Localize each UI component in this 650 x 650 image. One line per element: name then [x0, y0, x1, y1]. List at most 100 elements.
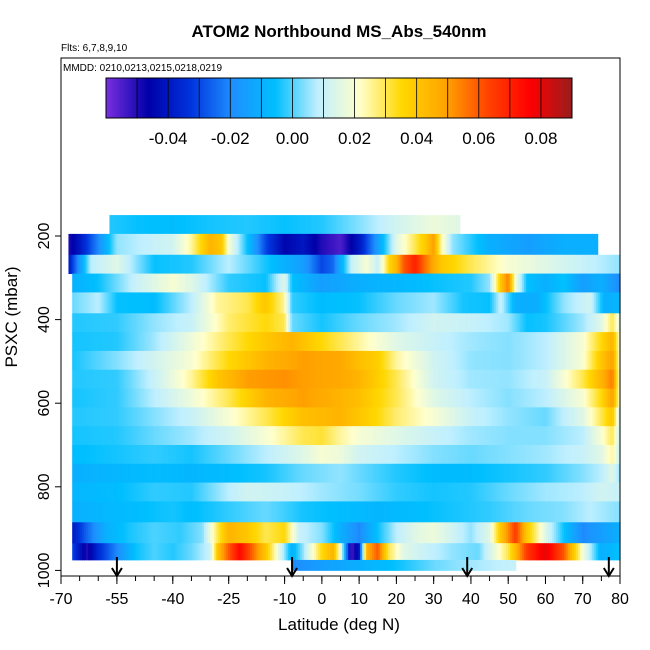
- heatmap-cell: [406, 292, 409, 314]
- heatmap-cell: [193, 215, 197, 235]
- heatmap-cell: [280, 313, 283, 333]
- heatmap-cell: [394, 313, 397, 333]
- heatmap-cell: [468, 273, 471, 293]
- heatmap-cell: [160, 482, 163, 502]
- heatmap-cell: [355, 215, 359, 235]
- heatmap-cell: [128, 350, 131, 371]
- heatmap-cell: [414, 543, 417, 561]
- heatmap-cell: [411, 215, 415, 235]
- heatmap-cell: [366, 445, 369, 465]
- heatmap-cell: [604, 254, 608, 275]
- heatmap-cell: [130, 273, 133, 293]
- heatmap-cell: [478, 445, 481, 465]
- heatmap-cell: [262, 350, 265, 371]
- heatmap-cell: [424, 313, 427, 333]
- heatmap-cell: [466, 445, 469, 465]
- heatmap-cell: [438, 522, 441, 544]
- heatmap-cell: [244, 388, 247, 408]
- heatmap-cell: [145, 215, 149, 235]
- heatmap-cell: [538, 332, 541, 352]
- heatmap-cell: [400, 388, 403, 408]
- heatmap-cell: [602, 332, 605, 352]
- heatmap-cell: [520, 273, 523, 293]
- heatmap-cell: [270, 292, 273, 314]
- heatmap-cell: [514, 445, 517, 465]
- heatmap-cell: [230, 292, 233, 314]
- heatmap-cell: [550, 350, 553, 371]
- heatmap-cell: [302, 388, 305, 408]
- heatmap-cell: [456, 559, 459, 571]
- heatmap-cell: [608, 407, 611, 427]
- heatmap-cell: [402, 254, 406, 275]
- heatmap-cell: [134, 233, 138, 256]
- heatmap-cell: [382, 426, 385, 446]
- heatmap-cell: [266, 501, 269, 523]
- heatmap-cell: [554, 407, 557, 427]
- heatmap-cell: [288, 350, 291, 371]
- heatmap-cell: [438, 407, 441, 427]
- heatmap-cell: [530, 273, 533, 293]
- heatmap-cell: [452, 332, 455, 352]
- heatmap-cell: [602, 522, 605, 544]
- heatmap-cell: [570, 369, 573, 389]
- heatmap-cell: [401, 215, 405, 235]
- heatmap-cell: [568, 332, 571, 352]
- heatmap-cell: [476, 501, 479, 523]
- heatmap-cell: [428, 482, 431, 502]
- heatmap-cell: [190, 233, 194, 256]
- heatmap-cell: [138, 463, 141, 484]
- heatmap-cell: [222, 463, 225, 484]
- heatmap-cell: [86, 313, 89, 333]
- heatmap-cell: [244, 369, 247, 389]
- heatmap-cell: [124, 445, 127, 465]
- heatmap-cell: [284, 292, 287, 314]
- heatmap-cell: [320, 407, 323, 427]
- heatmap-cell: [498, 482, 501, 502]
- heatmap-cell: [544, 254, 548, 275]
- heatmap-cell: [128, 407, 131, 427]
- heatmap-cell: [588, 407, 591, 427]
- heatmap-cell: [430, 233, 434, 256]
- heatmap-cell: [174, 292, 177, 314]
- heatmap-cell: [96, 313, 99, 333]
- heatmap-cell: [212, 332, 215, 352]
- heatmap-cell: [316, 313, 319, 333]
- heatmap-cell: [478, 273, 481, 293]
- heatmap-cell: [340, 543, 343, 561]
- heatmap-cell: [132, 313, 135, 333]
- heatmap-cell: [290, 313, 293, 333]
- heatmap-cell: [172, 233, 176, 256]
- heatmap-cell: [562, 350, 565, 371]
- heatmap-cell: [172, 407, 175, 427]
- heatmap-cell: [400, 369, 403, 389]
- heatmap-cell: [324, 426, 327, 446]
- heatmap-cell: [536, 388, 539, 408]
- heatmap-cell: [136, 463, 139, 484]
- heatmap-cell: [562, 445, 565, 465]
- heatmap-cell: [384, 407, 387, 427]
- heatmap-cell: [206, 313, 209, 333]
- heatmap-cell: [374, 350, 377, 371]
- heatmap-cell: [170, 445, 173, 465]
- heatmap-cell: [476, 273, 479, 293]
- heatmap-cell: [458, 388, 461, 408]
- heatmap-cell: [330, 463, 333, 484]
- heatmap-cell: [588, 543, 591, 561]
- heatmap-cell: [362, 407, 365, 427]
- heatmap-cell: [428, 407, 431, 427]
- heatmap-cell: [194, 313, 197, 333]
- heatmap-cell: [252, 292, 255, 314]
- heatmap-cell: [420, 254, 424, 275]
- heatmap-cell: [278, 369, 281, 389]
- colorbar-segment: [156, 78, 159, 118]
- heatmap-cell: [198, 332, 201, 352]
- heatmap-cell: [436, 332, 439, 352]
- heatmap-cell: [382, 463, 385, 484]
- heatmap-cell: [216, 313, 219, 333]
- heatmap-cell: [152, 332, 155, 352]
- heatmap-cell: [190, 543, 193, 561]
- heatmap-cell: [306, 482, 309, 502]
- heatmap-cell: [454, 350, 457, 371]
- heatmap-cell: [312, 292, 315, 314]
- heatmap-cell: [414, 501, 417, 523]
